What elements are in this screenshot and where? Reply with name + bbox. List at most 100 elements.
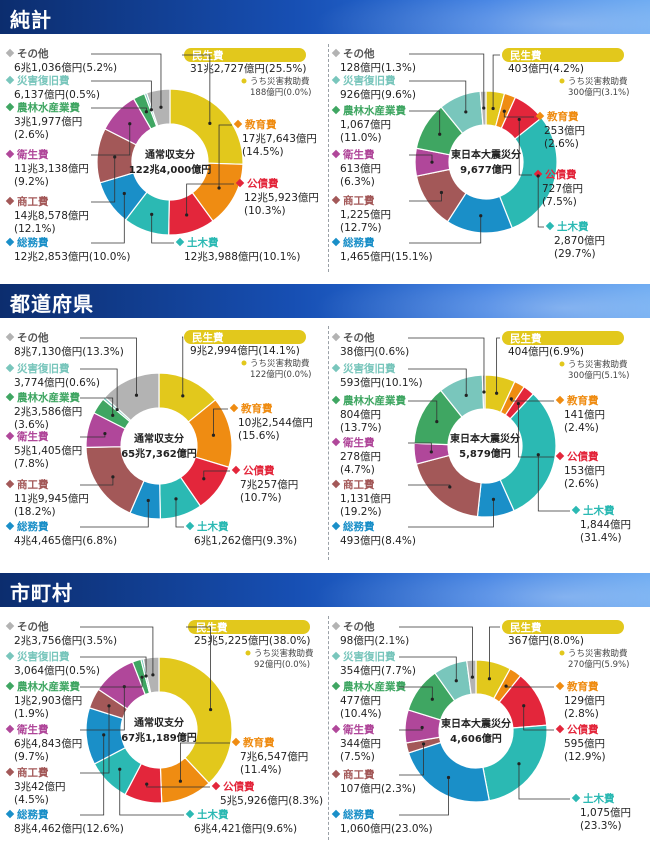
leader-line <box>151 214 174 244</box>
category-value: 12兆3,988億円(10.1%) <box>184 250 300 263</box>
category-value: 1,225億円 <box>340 208 391 221</box>
leader-dot <box>102 733 106 737</box>
category-label: 土木費 <box>583 792 615 805</box>
category-marker-icon <box>231 737 241 747</box>
category-label: 民生費 <box>510 49 542 62</box>
leader-line <box>80 705 110 774</box>
leader-line <box>119 769 184 816</box>
leader-dot <box>536 453 540 457</box>
category-marker-icon <box>331 363 341 373</box>
leader-dot <box>516 401 520 406</box>
category-value: 2兆3,756億円(3.5%) <box>14 634 117 647</box>
leader-line <box>182 336 184 396</box>
category-value: 5兆1,405億円 <box>14 444 82 457</box>
leader-line <box>399 686 433 700</box>
category-value: 8兆4,462億円(12.6%) <box>14 822 124 835</box>
category-value: 6兆4,843億円 <box>14 737 82 750</box>
leader-dot <box>103 431 107 436</box>
category-value: 98億円(2.1%) <box>340 634 409 647</box>
category-marker-icon <box>331 105 341 115</box>
leader-line <box>408 400 438 422</box>
category-label: 土木費 <box>583 504 615 517</box>
category-value: 5兆5,926億円(8.3%) <box>220 794 323 807</box>
category-marker-icon <box>331 479 341 489</box>
donut-center-title: 通常収支分 <box>145 148 195 161</box>
category-label: 商工費 <box>17 766 49 779</box>
donut-center-title: 東日本大震災分 <box>451 148 521 161</box>
category-value: 38億円(0.6%) <box>340 345 409 358</box>
category-value: 278億円 <box>340 450 381 463</box>
donut-hole <box>440 695 512 767</box>
leader-dot <box>181 394 185 398</box>
donut-chart-5: 通常収支分 67兆1,189億円 民生費25兆5,225億円(38.0%)うち災害救… <box>5 620 323 835</box>
category-value: 153億円 <box>564 464 605 477</box>
minsei-pill <box>502 331 624 345</box>
category-marker-icon <box>5 767 15 777</box>
category-marker-icon <box>331 332 341 342</box>
leader-dot <box>482 390 486 394</box>
category-value: 403億円(4.2%) <box>508 62 584 75</box>
leader-line <box>91 156 116 203</box>
category-marker-icon <box>5 651 15 661</box>
category-value: 11兆3,138億円 <box>14 162 89 175</box>
category-marker-icon <box>5 392 15 402</box>
category-value: (11.0%) <box>340 132 382 144</box>
leader-line <box>489 626 500 679</box>
relief-label: うち災害救助費 <box>254 648 314 659</box>
category-value: (4.5%) <box>14 794 49 806</box>
leader-dot <box>448 485 452 489</box>
category-value: (2.6%) <box>14 129 49 141</box>
category-value: (7.5%) <box>542 196 577 208</box>
leader-line <box>517 403 554 458</box>
leader-line <box>537 454 570 512</box>
category-value: (4.7%) <box>340 464 375 476</box>
category-label: 公債費 <box>223 780 255 793</box>
leader-line <box>399 656 457 681</box>
category-marker-icon <box>331 621 341 631</box>
category-value: (10.4%) <box>340 708 382 720</box>
category-label: 農林水産業費 <box>343 104 406 117</box>
category-marker-icon <box>331 149 341 159</box>
leader-line <box>182 54 211 124</box>
minsei-pill <box>502 620 624 634</box>
leader-dot <box>144 674 148 678</box>
donut-center-title: 通常収支分 <box>134 716 184 729</box>
donut-center-title: 東日本大震災分 <box>441 717 511 730</box>
category-value: (10.3%) <box>244 205 286 217</box>
category-label: 総務費 <box>17 808 49 821</box>
leader-dot <box>146 498 150 503</box>
leader-line <box>399 777 449 816</box>
category-label: 農林水産業費 <box>343 680 406 693</box>
category-marker-icon <box>331 724 341 734</box>
category-label: 民生費 <box>192 49 224 62</box>
leader-dot <box>122 191 126 196</box>
category-label: 農林水産業費 <box>17 680 80 693</box>
category-value: 593億円(10.1%) <box>340 376 423 389</box>
category-value: (11.4%) <box>240 764 282 776</box>
category-value: 9兆2,994億円(14.1%) <box>190 344 300 357</box>
category-label: 公債費 <box>567 723 599 736</box>
category-label: 民生費 <box>510 332 542 345</box>
leader-dot <box>430 697 434 701</box>
category-label: 農林水産業費 <box>343 394 406 407</box>
leader-dot <box>536 174 540 178</box>
category-label: その他 <box>17 620 49 633</box>
category-marker-icon <box>331 651 341 661</box>
leader-dot <box>217 186 221 190</box>
section-divider <box>328 616 329 840</box>
category-marker-icon <box>331 195 341 205</box>
leader-line <box>186 626 212 710</box>
